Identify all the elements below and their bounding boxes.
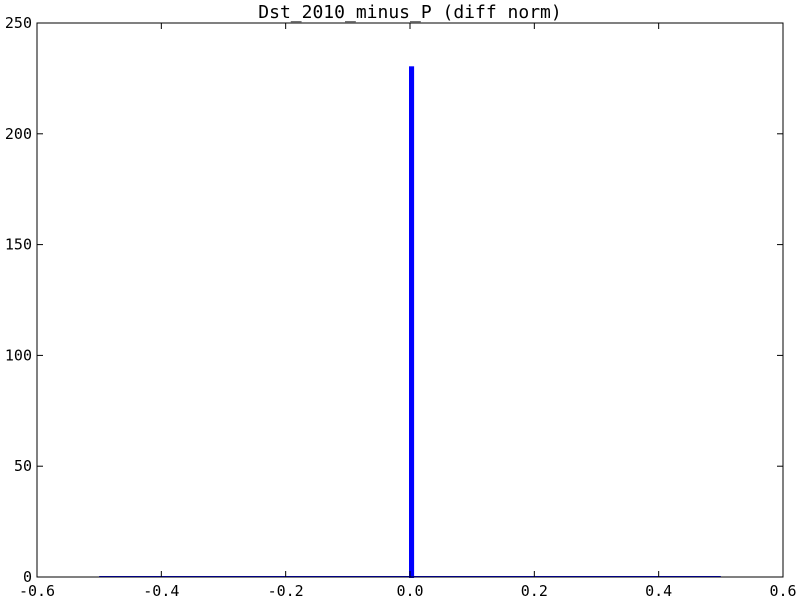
x-tick-label: 0.6 [769, 582, 796, 600]
x-tick-label: -0.4 [143, 582, 179, 600]
tick-labels-layer: -0.6 -0.4 -0.2 0.0 0.2 0.4 0.6 0 50 100 150 200 250 [5, 14, 797, 600]
ticks-layer [36, 22, 784, 578]
x-tick-label: -0.2 [268, 582, 304, 600]
histogram-bar [409, 66, 415, 578]
y-tick-label: 150 [5, 236, 32, 254]
y-tick-label: 50 [14, 457, 32, 475]
x-tick-label: 0.2 [521, 582, 548, 600]
x-tick-label: -0.6 [19, 582, 55, 600]
y-tick-label: 200 [5, 125, 32, 143]
y-tick-label: 250 [5, 14, 32, 32]
x-tick-label: 0.0 [396, 582, 423, 600]
y-tick-label: 100 [5, 346, 32, 364]
x-tick-label: 0.4 [645, 582, 672, 600]
y-tick-label: 0 [23, 568, 32, 586]
bars-layer [99, 66, 721, 578]
chart-title: Dst_2010_minus_P (diff norm) [258, 2, 561, 23]
